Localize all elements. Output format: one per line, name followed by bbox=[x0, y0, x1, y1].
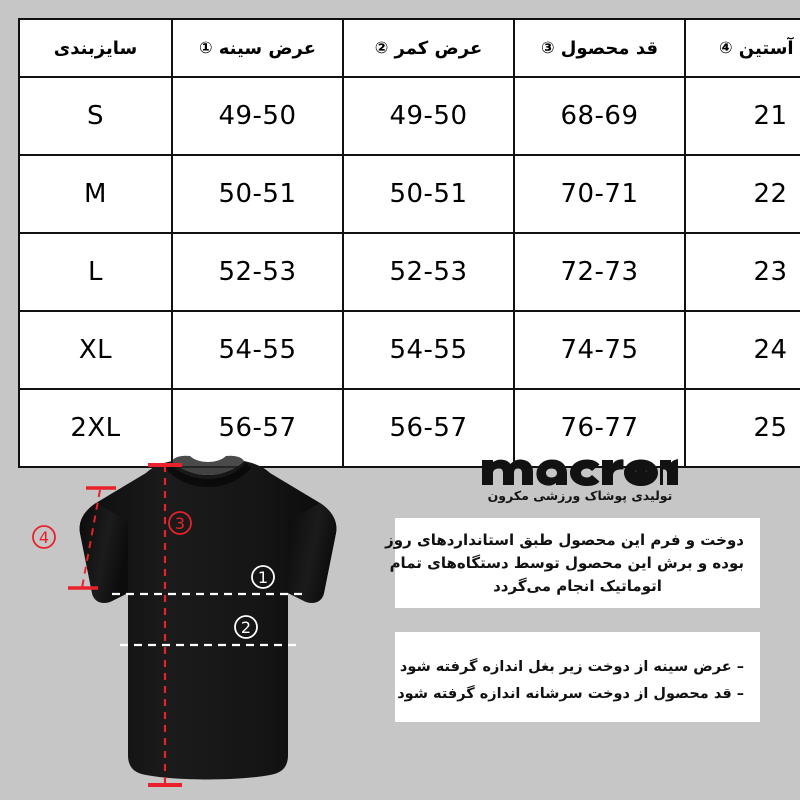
cell-chest: 49-50 bbox=[171, 76, 344, 156]
size-chart-header: سایزبندی عرض سینه ① عرض کمر ② قد محصول ③… bbox=[18, 18, 800, 78]
cell-chest: 52-53 bbox=[171, 232, 344, 312]
marker-1-icon: ① bbox=[198, 37, 213, 57]
column-header-waist: عرض کمر ② bbox=[342, 18, 515, 78]
quality-line: اتوماتیک انجام می‌گردد bbox=[493, 577, 662, 595]
cell-chest: 50-51 bbox=[171, 154, 344, 234]
quality-line: بوده و برش این محصول توسط دستگاه‌های تما… bbox=[389, 554, 744, 572]
cell-sleeve: 24 bbox=[684, 310, 800, 390]
cell-waist: 52-53 bbox=[342, 232, 515, 312]
cell-length: 68-69 bbox=[513, 76, 686, 156]
quality-line: دوخت و فرم این محصول طبق استانداردهای رو… bbox=[385, 531, 744, 549]
column-header-size-label: سایزبندی bbox=[53, 37, 138, 59]
cell-size: XL bbox=[18, 310, 173, 390]
column-header-chest: عرض سینه ① bbox=[171, 18, 344, 78]
cell-waist: 49-50 bbox=[342, 76, 515, 156]
marker-3-length-guide: 3 bbox=[148, 463, 192, 787]
column-header-length: قد محصول ③ bbox=[513, 18, 686, 78]
marker-2-icon: ② bbox=[374, 37, 389, 57]
macron-wordmark-icon bbox=[482, 459, 678, 486]
table-row: L 52-53 52-53 72-73 23 bbox=[18, 232, 800, 312]
table-row: M 50-51 50-51 70-71 22 bbox=[18, 154, 800, 234]
marker-1-chest-guide: 1 bbox=[112, 565, 304, 596]
column-header-size: سایزبندی bbox=[18, 18, 173, 78]
marker-1-label: 1 bbox=[258, 568, 268, 587]
cell-size: S bbox=[18, 76, 173, 156]
column-header-length-label: قد محصول bbox=[560, 37, 659, 59]
measurement-note: – عرض سینه از دوخت زیر بغل اندازه گرفته … bbox=[399, 659, 744, 675]
cell-chest: 54-55 bbox=[171, 310, 344, 390]
size-chart-body: S 49-50 49-50 68-69 21 M 50-51 50-51 70-… bbox=[18, 76, 800, 468]
table-row: S 49-50 49-50 68-69 21 bbox=[18, 76, 800, 156]
marker-2-waist-guide: 2 bbox=[120, 615, 296, 647]
brand-logo: تولیدی پوشاک ورزشی مکرون bbox=[455, 452, 705, 503]
cell-waist: 50-51 bbox=[342, 154, 515, 234]
measurement-note: – قد محصول از دوخت سرشانه اندازه گرفته ش… bbox=[397, 686, 744, 702]
table-row: XL 54-55 54-55 74-75 24 bbox=[18, 310, 800, 390]
cell-chest: 56-57 bbox=[171, 388, 344, 468]
marker-4-label: 4 bbox=[39, 528, 49, 547]
cell-sleeve: 25 bbox=[684, 388, 800, 468]
cell-length: 76-77 bbox=[513, 388, 686, 468]
marker-2-label: 2 bbox=[241, 618, 251, 637]
column-header-chest-label: عرض سینه bbox=[218, 37, 317, 59]
column-header-waist-label: عرض کمر bbox=[394, 37, 483, 59]
cell-size: 2XL bbox=[18, 388, 173, 468]
cell-sleeve: 22 bbox=[684, 154, 800, 234]
quality-info-panel: دوخت و فرم این محصول طبق استانداردهای رو… bbox=[385, 518, 760, 608]
marker-3-icon: ③ bbox=[540, 37, 555, 57]
table-header-row: سایزبندی عرض سینه ① عرض کمر ② قد محصول ③… bbox=[18, 18, 800, 78]
cell-sleeve: 21 bbox=[684, 76, 800, 156]
table-row: 2XL 56-57 56-57 76-77 25 bbox=[18, 388, 800, 468]
cell-size: M bbox=[18, 154, 173, 234]
cell-sleeve: 23 bbox=[684, 232, 800, 312]
measurement-notes-panel: – عرض سینه از دوخت زیر بغل اندازه گرفته … bbox=[395, 632, 760, 722]
marker-4-sleeve-guide: 4 bbox=[32, 486, 116, 590]
cell-size: L bbox=[18, 232, 173, 312]
marker-3-label: 3 bbox=[175, 514, 185, 533]
tshirt-illustration: 3 4 1 2 bbox=[32, 455, 337, 787]
tshirt-body-shape bbox=[79, 455, 337, 780]
cell-length: 70-71 bbox=[513, 154, 686, 234]
brand-subtitle: تولیدی پوشاک ورزشی مکرون bbox=[487, 488, 673, 503]
marker-4-icon: ④ bbox=[718, 37, 733, 57]
cell-length: 74-75 bbox=[513, 310, 686, 390]
size-chart-table: سایزبندی عرض سینه ① عرض کمر ② قد محصول ③… bbox=[18, 18, 800, 468]
cell-length: 72-73 bbox=[513, 232, 686, 312]
tshirt-measurement-diagram: 3 4 1 2 bbox=[20, 455, 380, 800]
cell-waist: 56-57 bbox=[342, 388, 515, 468]
cell-waist: 54-55 bbox=[342, 310, 515, 390]
column-header-sleeve: قد آستین ④ bbox=[684, 18, 800, 78]
column-header-sleeve-label: قد آستین bbox=[738, 37, 800, 59]
